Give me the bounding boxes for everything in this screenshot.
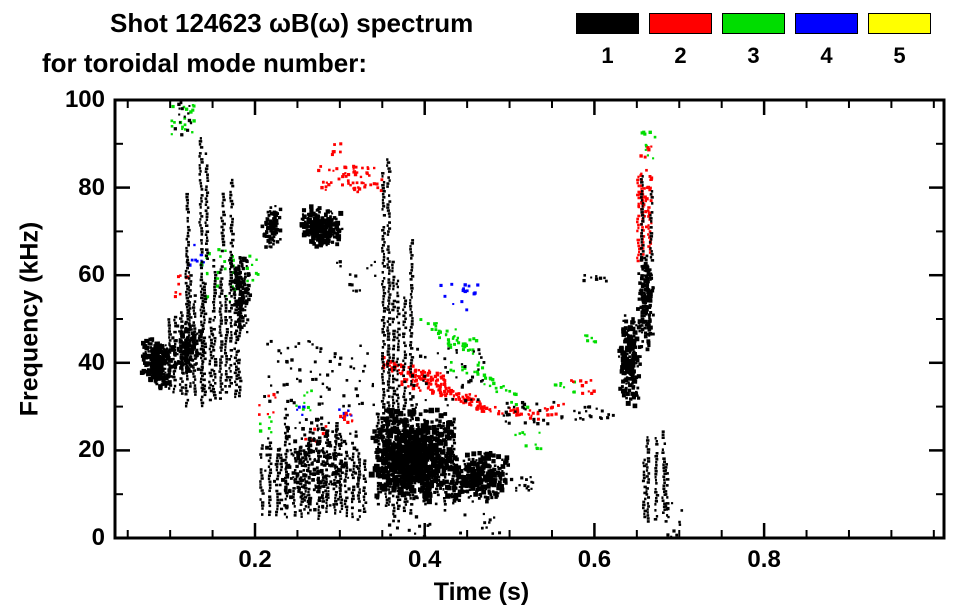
x-tick-label: 0.8 [747, 546, 781, 573]
y-tick-label: 0 [91, 524, 105, 551]
y-tick-label: 20 [78, 436, 105, 464]
y-tick-label: 80 [78, 173, 105, 201]
y-tick-label: 60 [78, 261, 105, 289]
y-tick-label: 40 [78, 348, 105, 376]
x-tick-label: 0.6 [577, 546, 612, 573]
x-tick-label: 0.4 [408, 546, 442, 573]
x-tick-label: 0.2 [238, 546, 272, 573]
y-axis-title: Frequency (kHz) [15, 221, 44, 417]
y-tick-label: 100 [64, 86, 105, 113]
x-axis-title: Time (s) [433, 578, 530, 606]
